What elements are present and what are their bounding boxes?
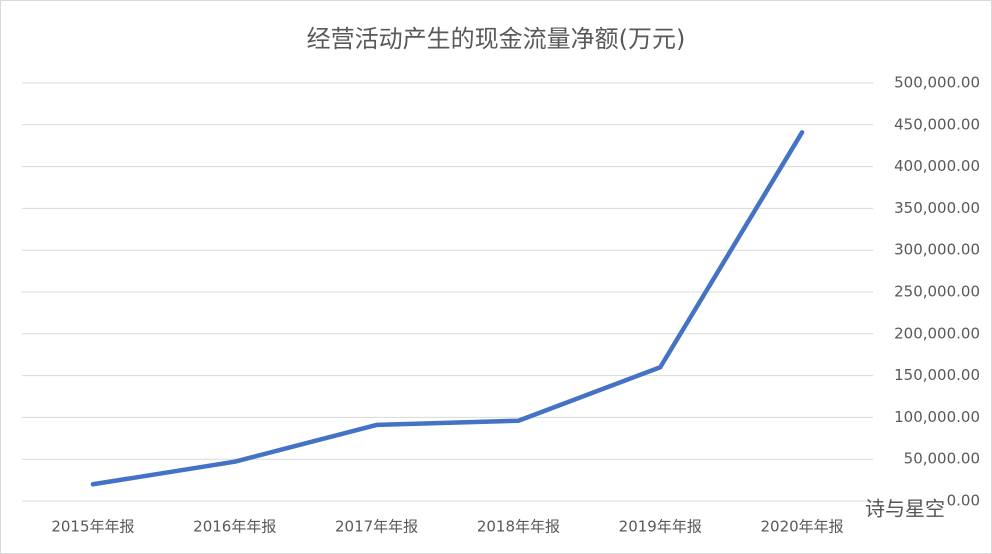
watermark: 诗与星空 [865,497,945,521]
y-tick-label: 400,000.00 [894,157,980,175]
y-tick-label: 150,000.00 [894,366,980,384]
line-series [90,130,805,487]
x-tick-label: 2019年年报 [619,518,702,536]
x-tick-label: 2020年年报 [760,518,843,536]
y-tick-label: 300,000.00 [894,241,980,259]
x-tick-label: 2017年年报 [335,518,418,536]
y-tick-label: 450,000.00 [894,115,980,133]
y-tick-label: 500,000.00 [894,74,980,92]
x-tick-label: 2018年年报 [477,518,560,536]
y-tick-label: 100,000.00 [894,408,980,426]
x-tick-label: 2015年年报 [51,518,134,536]
y-tick-label: 200,000.00 [894,324,980,342]
y-tick-label: 0.00 [947,492,980,510]
y-tick-label: 250,000.00 [894,283,980,301]
chart-title: 经营活动产生的现金流量净额(万元) [307,25,686,53]
y-tick-label: 50,000.00 [904,450,980,468]
x-tick-label: 2016年年报 [193,518,276,536]
y-tick-label: 350,000.00 [894,199,980,217]
